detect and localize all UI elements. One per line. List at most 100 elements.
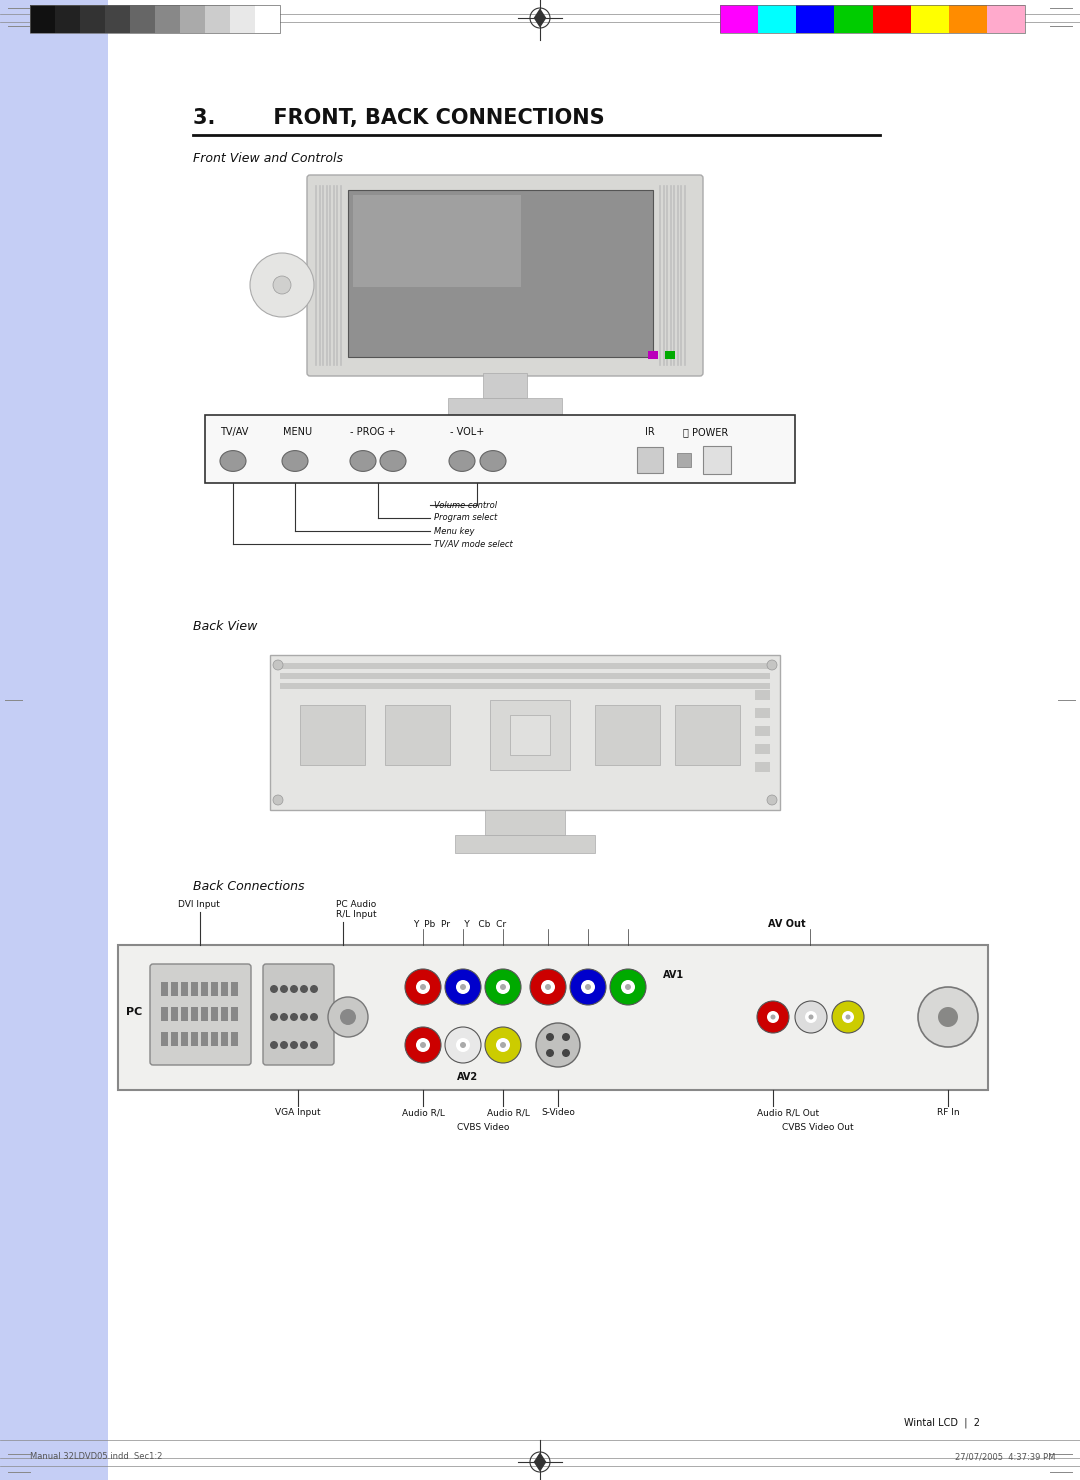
Text: Audio R/L Out: Audio R/L Out xyxy=(757,1109,819,1117)
Circle shape xyxy=(610,969,646,1005)
Circle shape xyxy=(625,984,631,990)
Bar xyxy=(483,373,527,398)
Bar xyxy=(191,983,198,996)
Circle shape xyxy=(291,1040,298,1049)
Bar xyxy=(873,4,910,33)
Circle shape xyxy=(416,1037,430,1052)
Circle shape xyxy=(757,1000,789,1033)
Circle shape xyxy=(405,1027,441,1063)
Bar xyxy=(835,4,873,33)
Circle shape xyxy=(280,986,288,993)
Ellipse shape xyxy=(380,450,406,472)
Bar xyxy=(0,0,108,1480)
Bar xyxy=(280,673,770,679)
Bar xyxy=(796,4,835,33)
Circle shape xyxy=(767,1011,779,1023)
Text: AV Out: AV Out xyxy=(768,919,806,929)
Bar xyxy=(171,983,178,996)
Bar xyxy=(171,1006,178,1021)
Circle shape xyxy=(460,984,465,990)
Circle shape xyxy=(460,1042,465,1048)
Bar xyxy=(180,4,205,33)
Text: ⏻ POWER: ⏻ POWER xyxy=(683,428,728,437)
Text: DVI Input: DVI Input xyxy=(178,900,220,909)
Text: 3.        FRONT, BACK CONNECTIONS: 3. FRONT, BACK CONNECTIONS xyxy=(193,108,605,127)
Bar xyxy=(637,447,663,474)
Bar xyxy=(353,195,521,287)
Circle shape xyxy=(340,1009,356,1026)
Text: RF In: RF In xyxy=(936,1109,959,1117)
Bar xyxy=(231,1006,238,1021)
Circle shape xyxy=(280,1012,288,1021)
Circle shape xyxy=(270,1012,278,1021)
Circle shape xyxy=(585,984,591,990)
Bar xyxy=(30,4,55,33)
Bar xyxy=(384,704,450,765)
Circle shape xyxy=(795,1000,827,1033)
Bar xyxy=(221,1006,228,1021)
Bar xyxy=(80,4,105,33)
Bar xyxy=(910,4,948,33)
Bar xyxy=(161,983,168,996)
Bar xyxy=(171,1032,178,1046)
Text: Manual 32LDVD05.indd  Sec1:2: Manual 32LDVD05.indd Sec1:2 xyxy=(30,1452,162,1461)
Text: - VOL+: - VOL+ xyxy=(450,428,484,437)
Text: Audio R/L: Audio R/L xyxy=(487,1109,529,1117)
Bar xyxy=(161,1032,168,1046)
Bar xyxy=(485,810,565,835)
Bar xyxy=(448,398,562,416)
Bar xyxy=(230,4,255,33)
Circle shape xyxy=(405,969,441,1005)
Text: - PROG +: - PROG + xyxy=(350,428,395,437)
Circle shape xyxy=(581,980,595,995)
Circle shape xyxy=(546,1049,554,1057)
Text: Menu key: Menu key xyxy=(434,527,474,536)
Ellipse shape xyxy=(220,450,246,472)
Bar xyxy=(280,663,770,669)
Circle shape xyxy=(310,1012,318,1021)
Text: Audio R/L: Audio R/L xyxy=(402,1109,445,1117)
Bar xyxy=(755,690,770,700)
Bar xyxy=(755,707,770,718)
Bar xyxy=(490,700,570,770)
Circle shape xyxy=(273,275,291,295)
Text: PC Audio
R/L Input: PC Audio R/L Input xyxy=(336,900,377,919)
Circle shape xyxy=(842,1011,854,1023)
Circle shape xyxy=(280,1040,288,1049)
Bar xyxy=(211,983,218,996)
Bar xyxy=(720,4,758,33)
Bar xyxy=(181,983,188,996)
Bar xyxy=(755,744,770,753)
Circle shape xyxy=(270,1040,278,1049)
Polygon shape xyxy=(535,1453,545,1471)
Circle shape xyxy=(310,1040,318,1049)
Circle shape xyxy=(420,984,426,990)
Bar xyxy=(677,453,691,468)
Text: TV/AV: TV/AV xyxy=(220,428,248,437)
Circle shape xyxy=(291,1012,298,1021)
Circle shape xyxy=(273,795,283,805)
Text: Volume control: Volume control xyxy=(434,500,497,509)
Circle shape xyxy=(562,1033,570,1040)
Text: AV2: AV2 xyxy=(458,1072,478,1082)
Circle shape xyxy=(500,984,507,990)
Bar xyxy=(703,445,731,474)
Bar xyxy=(280,682,770,690)
Circle shape xyxy=(456,1037,470,1052)
Circle shape xyxy=(291,986,298,993)
Circle shape xyxy=(500,1042,507,1048)
Circle shape xyxy=(770,1014,775,1020)
Bar xyxy=(231,1032,238,1046)
Text: Program select: Program select xyxy=(434,514,497,522)
Bar xyxy=(665,351,675,360)
Circle shape xyxy=(456,980,470,995)
Bar xyxy=(191,1006,198,1021)
Circle shape xyxy=(805,1011,816,1023)
Bar xyxy=(181,1032,188,1046)
Text: MENU: MENU xyxy=(283,428,312,437)
Text: CVBS Video Out: CVBS Video Out xyxy=(782,1123,854,1132)
Bar xyxy=(231,983,238,996)
Circle shape xyxy=(536,1023,580,1067)
Ellipse shape xyxy=(480,450,507,472)
Text: Back Connections: Back Connections xyxy=(193,881,305,892)
